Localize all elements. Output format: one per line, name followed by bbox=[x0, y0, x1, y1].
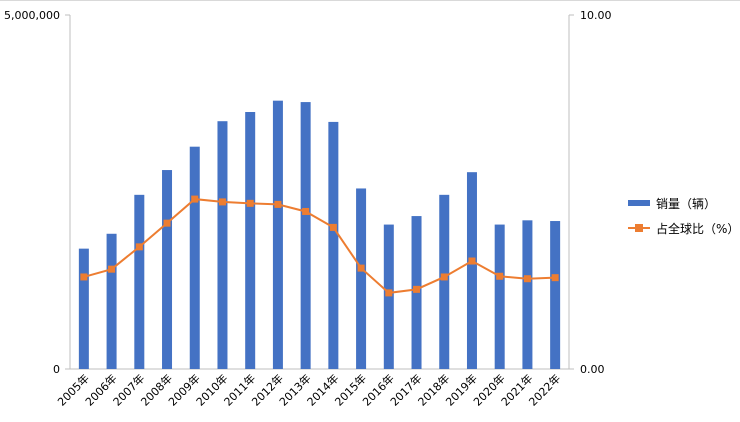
share-point-2015年 bbox=[357, 264, 365, 272]
bar-2009年 bbox=[189, 146, 200, 369]
bar-2018年 bbox=[439, 194, 450, 369]
bar-2010年 bbox=[217, 121, 228, 369]
share-point-2018年 bbox=[440, 273, 448, 281]
line-series-global-share bbox=[80, 195, 559, 297]
share-point-2007年 bbox=[135, 243, 143, 251]
x-axis-labels: 2005年2006年2007年2008年2009年2010年2011年2012年… bbox=[55, 371, 564, 408]
legend-label-share: 占全球比（%） bbox=[656, 221, 740, 236]
bar-2008年 bbox=[162, 170, 173, 369]
bar-2019年 bbox=[466, 172, 477, 369]
x-tick-label: 2022年 bbox=[526, 371, 563, 408]
share-point-2016年 bbox=[385, 289, 393, 297]
legend-item-sales: 销量（辆） bbox=[628, 194, 739, 212]
bar-2020年 bbox=[494, 224, 505, 369]
bar-2011年 bbox=[245, 112, 256, 369]
legend-swatch-sales bbox=[628, 200, 650, 206]
share-point-2013年 bbox=[302, 207, 310, 215]
share-point-2017年 bbox=[413, 285, 421, 293]
bar-2007年 bbox=[134, 194, 145, 369]
legend-label-sales: 销量（辆） bbox=[656, 196, 717, 211]
share-point-2022年 bbox=[551, 274, 559, 282]
share-point-2006年 bbox=[108, 265, 116, 273]
left-axis-tick-zero: 0 bbox=[53, 363, 60, 376]
bar-2012年 bbox=[272, 100, 283, 370]
top-border bbox=[0, 0, 740, 1]
legend: 销量（辆） 占全球比（%） bbox=[628, 194, 739, 244]
share-line bbox=[83, 198, 556, 294]
right-axis-tick-max: 10.00 bbox=[580, 9, 612, 22]
bar-2015年 bbox=[356, 188, 367, 369]
share-point-2021年 bbox=[523, 275, 531, 283]
share-point-2009年 bbox=[191, 195, 199, 203]
share-point-2019年 bbox=[468, 257, 476, 265]
share-point-2011年 bbox=[246, 199, 254, 207]
share-point-2005年 bbox=[80, 273, 88, 281]
legend-item-share: 占全球比（%） bbox=[628, 219, 739, 237]
legend-swatch-share bbox=[628, 223, 650, 233]
bar-2014年 bbox=[328, 121, 339, 369]
share-point-2020年 bbox=[496, 272, 504, 280]
bar-2006年 bbox=[106, 233, 117, 369]
share-point-2014年 bbox=[329, 223, 337, 231]
left-axis-tick-max: 5,000,000 bbox=[4, 9, 60, 22]
bar-2016年 bbox=[383, 224, 394, 369]
right-axis-tick-zero: 0.00 bbox=[580, 363, 605, 376]
bar-2005年 bbox=[78, 248, 89, 369]
bar-2013年 bbox=[300, 102, 311, 369]
share-point-2012年 bbox=[274, 200, 282, 208]
bar-2021年 bbox=[522, 220, 533, 369]
bar-series-sales bbox=[78, 100, 561, 370]
share-point-2008年 bbox=[163, 219, 171, 227]
bar-2022年 bbox=[550, 221, 561, 369]
share-point-2010年 bbox=[218, 198, 226, 206]
